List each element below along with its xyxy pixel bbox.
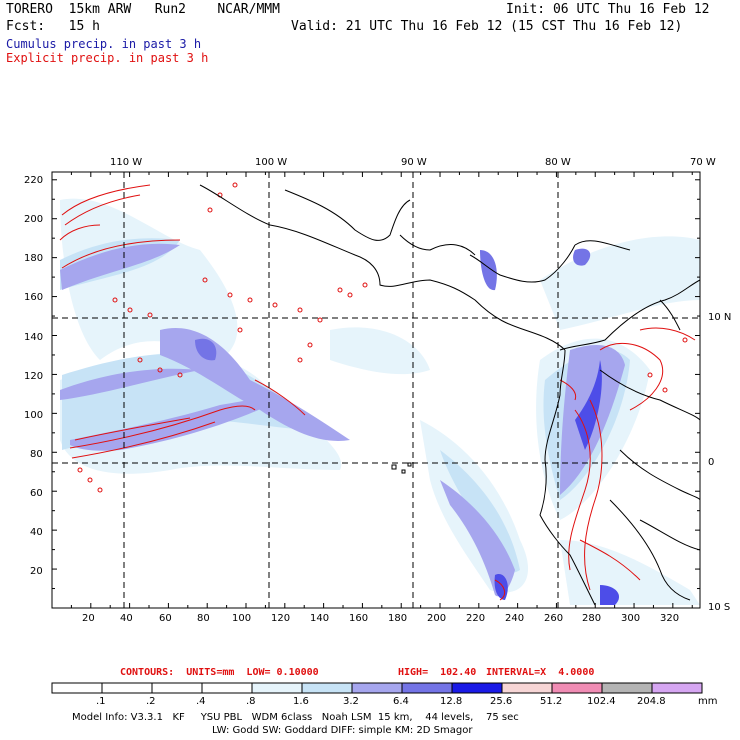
colorbar-swatch <box>301 682 353 694</box>
x-label: 20 <box>82 613 95 624</box>
lon-label-80w: 80 W <box>545 157 571 168</box>
cumulus-precip-field <box>60 198 700 605</box>
x-label: 80 <box>197 613 210 624</box>
lon-label-70w: 70 W <box>690 157 716 168</box>
x-label: 260 <box>544 613 564 624</box>
x-label: 140 <box>310 613 330 624</box>
colorbar-swatch <box>651 682 703 694</box>
coastlines <box>199 184 701 606</box>
y-label: 20 <box>30 566 43 577</box>
model-info-line1: Model Info: V3.3.1 KF YSU PBL WDM 6class… <box>72 712 519 723</box>
y-label: 40 <box>30 527 43 538</box>
colorbar-label: 12.8 <box>440 696 463 707</box>
x-label: 120 <box>271 613 291 624</box>
colorbar-swatch <box>551 682 603 694</box>
axis-ticks <box>51 172 700 609</box>
y-label: 100 <box>24 410 44 421</box>
x-label: 300 <box>621 613 641 624</box>
colorbar-swatch <box>201 682 253 694</box>
header-title: TORERO 15km ARW Run2 NCAR/MMM <box>6 2 280 17</box>
colorbar-label: 3.2 <box>343 696 359 707</box>
colorbar-swatch <box>451 682 503 694</box>
lon-label-90w: 90 W <box>401 157 427 168</box>
header-init: Init: 06 UTC Thu 16 Feb 12 <box>506 2 710 17</box>
colorbar-swatch <box>251 682 303 694</box>
colorbar-label: 204.8 <box>637 696 666 707</box>
x-label: 160 <box>349 613 369 624</box>
colorbar-label: 6.4 <box>393 696 409 707</box>
colorbar-unit: mm <box>698 696 718 707</box>
colorbar-label: 25.6 <box>490 696 513 707</box>
explicit-precip-dots <box>77 182 688 493</box>
colorbar-label: 1.6 <box>293 696 309 707</box>
x-label: 240 <box>505 613 525 624</box>
y-label: 160 <box>24 292 44 303</box>
x-label: 60 <box>159 613 172 624</box>
lon-label-100w: 100 W <box>255 157 288 168</box>
x-label: 320 <box>660 613 680 624</box>
y-label: 80 <box>30 449 43 460</box>
x-label: 180 <box>388 613 408 624</box>
y-label: 200 <box>24 214 44 225</box>
contour-high: HIGH= 102.40 <box>398 667 477 678</box>
colorbar-swatch <box>51 682 103 694</box>
explicit-precip-contours <box>59 184 696 601</box>
legend-explicit: Explicit precip. in past 3 h <box>6 51 209 65</box>
lat-label-0: 0 <box>708 457 715 468</box>
x-label: 200 <box>427 613 447 624</box>
x-label: 280 <box>582 613 602 624</box>
colorbar <box>51 682 703 694</box>
x-label: 100 <box>232 613 252 624</box>
y-label: 140 <box>24 332 44 343</box>
model-info-line2: LW: Godd SW: Goddard DIFF: simple KM: 2D… <box>212 725 473 736</box>
header-valid: Valid: 21 UTC Thu 16 Feb 12 (15 CST Thu … <box>291 19 683 34</box>
colorbar-label: .4 <box>196 696 206 707</box>
colorbar-swatch <box>351 682 403 694</box>
contour-interval: INTERVAL=X 4.0000 <box>486 667 595 678</box>
y-label: 220 <box>24 175 44 186</box>
x-label: 220 <box>466 613 486 624</box>
colorbar-label: .1 <box>96 696 106 707</box>
colorbar-label: 102.4 <box>587 696 616 707</box>
header-forecast: Fcst: 15 h <box>6 19 100 34</box>
colorbar-swatch <box>501 682 553 694</box>
legend-cumulus: Cumulus precip. in past 3 h <box>6 37 202 51</box>
colorbar-swatch <box>101 682 153 694</box>
lat-lon-grid <box>52 172 700 608</box>
y-label: 180 <box>24 253 44 264</box>
colorbar-label: 51.2 <box>540 696 563 707</box>
y-label: 120 <box>24 371 44 382</box>
colorbar-swatch <box>151 682 203 694</box>
x-label: 40 <box>120 613 133 624</box>
lon-label-110w: 110 W <box>110 157 143 168</box>
y-label: 60 <box>30 488 43 499</box>
colorbar-swatch <box>601 682 653 694</box>
colorbar-label: .2 <box>146 696 156 707</box>
map-frame <box>51 171 701 609</box>
colorbar-label: .8 <box>246 696 256 707</box>
contour-units: CONTOURS: UNITS=mm LOW= 0.10000 <box>120 667 319 678</box>
lat-label-10s: 10 S <box>708 602 731 613</box>
colorbar-swatch <box>401 682 453 694</box>
lat-label-10n: 10 N <box>708 312 732 323</box>
